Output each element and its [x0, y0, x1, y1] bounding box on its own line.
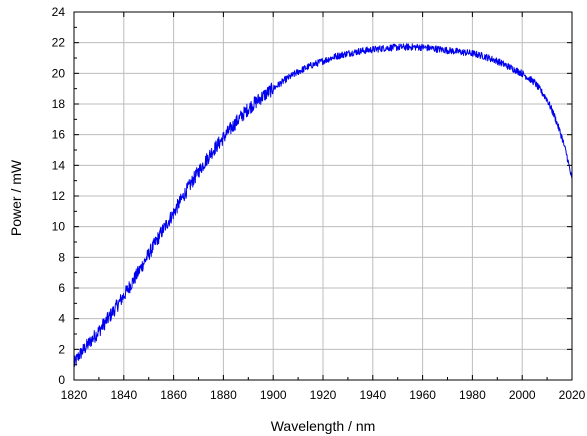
x-tick-label: 1820	[61, 388, 88, 402]
plot-area	[73, 43, 573, 368]
y-tick-label: 22	[52, 36, 66, 50]
x-tick-label: 1960	[409, 388, 436, 402]
y-tick-label: 12	[52, 189, 66, 203]
y-tick-label: 14	[52, 158, 66, 172]
y-tick-label: 24	[52, 5, 66, 19]
axes: 1820 1840 1860 1880 1900 1920 1940 1960 1980 2000…	[52, 5, 586, 402]
spectrum-line	[73, 43, 573, 368]
y-tick-label: 10	[52, 220, 66, 234]
y-tick-label: 16	[52, 128, 66, 142]
y-tick-label: 20	[52, 66, 66, 80]
x-tick-label: 1920	[310, 388, 337, 402]
y-tick-label: 4	[58, 312, 65, 326]
y-tick-label: 2	[58, 342, 65, 356]
x-tick-label: 1880	[210, 388, 237, 402]
x-tick-label: 1840	[110, 388, 137, 402]
y-axis-title: Power / mW	[8, 159, 24, 236]
x-tick-label: 1940	[359, 388, 386, 402]
y-tick-label: 6	[58, 281, 65, 295]
x-tick-label: 1860	[160, 388, 187, 402]
x-tick-label: 1980	[459, 388, 486, 402]
x-tick-label: 2020	[559, 388, 586, 402]
x-tick-label: 1900	[260, 388, 287, 402]
y-tick-label: 18	[52, 97, 66, 111]
grid	[73, 11, 573, 381]
x-axis-title: Wavelength / nm	[271, 418, 376, 434]
y-tick-label: 0	[58, 373, 65, 387]
y-tick-label: 8	[58, 250, 65, 264]
x-tick-label: 2000	[509, 388, 536, 402]
